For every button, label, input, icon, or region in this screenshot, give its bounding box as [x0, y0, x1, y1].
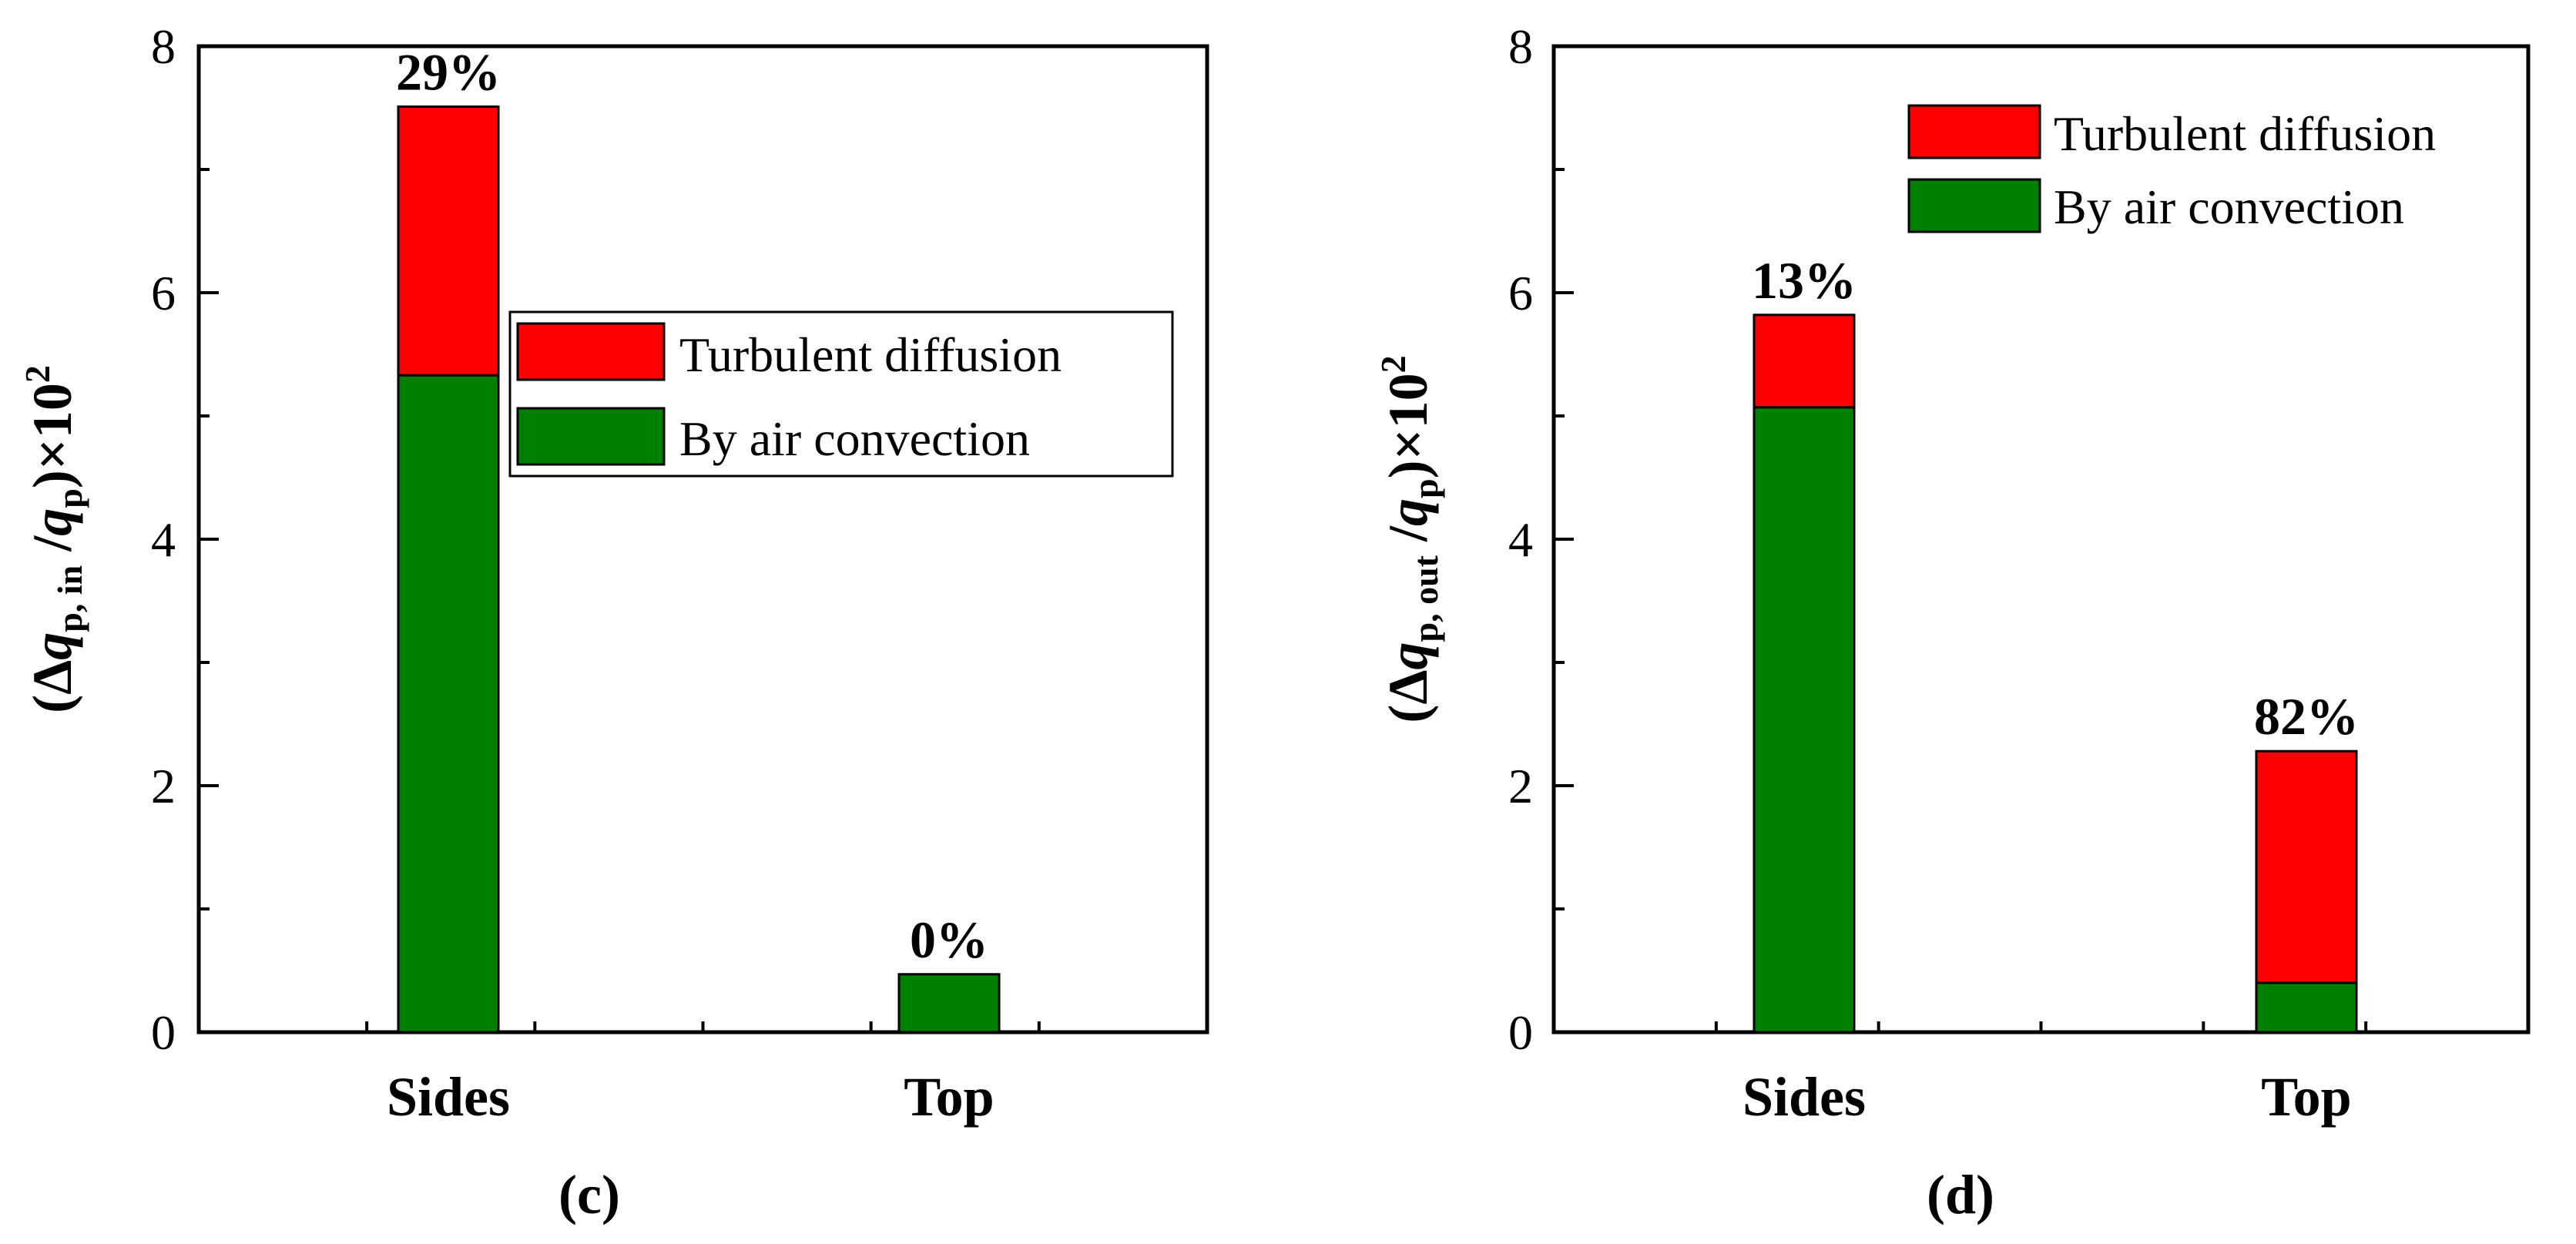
plot-frame: [196, 44, 1209, 1034]
y-ticks: [1554, 45, 2368, 1034]
y-tick-label: 2: [1508, 759, 1533, 813]
legend-swatch-turbulent: [516, 322, 666, 381]
y-tick-label: 4: [151, 512, 176, 567]
bar-segment-convection: [1753, 406, 1856, 1034]
y-ticks: [199, 45, 1041, 1034]
legend-swatch-convection: [516, 407, 666, 466]
legend-swatch-convection: [1907, 178, 2041, 233]
panel-label: (d): [1927, 1164, 1994, 1226]
bar-segment-convection: [397, 374, 500, 1034]
legend-label-convection: By air convection: [2054, 179, 2404, 234]
bar-percent-label: 13%: [1752, 251, 1857, 310]
legend-label-convection: By air convection: [679, 411, 1030, 466]
bar-percent-label: 29%: [396, 42, 501, 101]
chart-panel-d: 13% 82% 0 2 4 6 8 Sides Top Turbulent dif…: [1374, 19, 2531, 1226]
bar-annotations: 13% 82%: [1752, 251, 2359, 746]
legend-swatch-turbulent: [1907, 104, 2041, 159]
x-category-label: Top: [2261, 1066, 2351, 1128]
y-tick-label: 8: [151, 19, 176, 74]
bar-percent-label: 82%: [2254, 687, 2359, 746]
y-axis-label: (Δqp, in /qp)×102: [18, 365, 89, 713]
y-axis-label: (Δqp, out /qp)×102: [1374, 355, 1445, 723]
bar-segment-turbulent: [397, 105, 500, 377]
legend-label-turbulent: Turbulent diffusion: [679, 327, 1062, 382]
panel-label: (c): [558, 1164, 620, 1226]
bar-percent-label: 0%: [910, 910, 988, 969]
bar-segment-turbulent: [1753, 314, 1856, 409]
y-tick-label: 0: [1508, 1005, 1533, 1060]
bars: [1753, 314, 2358, 1034]
y-tick-label: 0: [151, 1005, 176, 1060]
y-tick-label: 2: [151, 759, 176, 813]
y-tick-label: 6: [1508, 266, 1533, 320]
bars: [397, 105, 1001, 1034]
y-tick-label: 8: [1508, 19, 1533, 74]
bar-segment-turbulent: [2255, 749, 2358, 984]
legend: Turbulent diffusion By air convection: [508, 310, 1174, 478]
y-tick-label: 4: [1508, 512, 1533, 567]
legend: Turbulent diffusion By air convection: [1901, 94, 2493, 252]
x-category-label: Sides: [387, 1066, 510, 1128]
bar-annotations: 29% 0%: [396, 42, 988, 968]
x-category-label: Top: [904, 1066, 994, 1128]
bar-segment-convection: [897, 973, 1001, 1034]
y-tick-label: 6: [151, 266, 176, 320]
legend-label-turbulent: Turbulent diffusion: [2054, 106, 2436, 161]
bar-segment-convection: [2255, 981, 2358, 1034]
x-category-label: Sides: [1742, 1066, 1866, 1128]
chart-panel-c: 29% 0% 0 2 4 6 8 Sides Top Turbulent diff…: [18, 19, 1209, 1226]
